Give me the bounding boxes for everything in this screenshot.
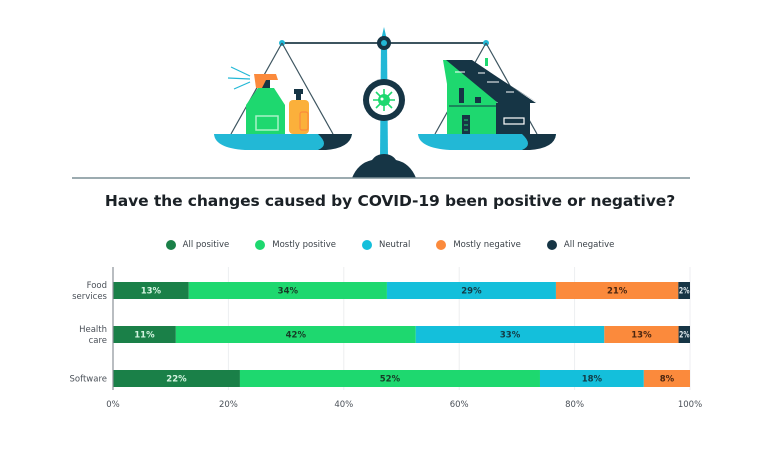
virus-spot xyxy=(380,97,384,101)
legend-swatch xyxy=(546,240,557,250)
legend-swatch xyxy=(361,240,372,250)
bar-segment xyxy=(678,326,690,343)
legend-label: All positive xyxy=(182,240,230,250)
bar-segment xyxy=(175,326,416,343)
legend-swatch xyxy=(255,240,266,250)
data-label: 8% xyxy=(660,375,675,385)
stacked-bar-chart: 0% 20% 40% 60% 80% 100% 13% 34% 29% 21% 2% Foodserv… xyxy=(70,267,702,410)
x-tick-label: 0% xyxy=(106,400,120,410)
legend-label: Mostly negative xyxy=(453,240,521,250)
legend-item: Mostly negative xyxy=(436,240,521,250)
legend-swatch xyxy=(436,240,447,250)
balance-scale-illustration xyxy=(72,27,690,179)
left-string xyxy=(281,42,334,135)
bar-segment xyxy=(113,282,189,299)
x-tick-label: 20% xyxy=(219,400,238,410)
bar-segment xyxy=(239,370,540,387)
data-label: 34% xyxy=(278,287,299,297)
legend-item: All negative xyxy=(546,240,615,250)
spray-bottle-icon xyxy=(227,66,285,134)
category-label: Food xyxy=(87,281,107,291)
house-icon xyxy=(441,58,538,134)
data-label: 42% xyxy=(286,331,307,341)
bar-segment xyxy=(113,326,176,343)
soap-bottle-icon xyxy=(289,89,309,134)
data-label: 13% xyxy=(141,287,162,297)
bar-segment xyxy=(555,282,679,299)
left-pan xyxy=(214,134,352,150)
x-tick-label: 60% xyxy=(450,400,469,410)
legend-swatch xyxy=(165,240,176,250)
legend-label: Neutral xyxy=(378,240,411,250)
bar-segment xyxy=(113,370,240,387)
left-string xyxy=(230,42,283,135)
legend-label: All negative xyxy=(563,240,615,250)
left-pan-shadow xyxy=(318,134,352,150)
right-pan-shadow xyxy=(522,134,556,150)
data-label: 52% xyxy=(380,375,401,385)
legend-item: Neutral xyxy=(361,240,411,250)
x-tick-label: 100% xyxy=(678,400,702,410)
category-label: care xyxy=(89,336,107,346)
bar-segment xyxy=(678,282,690,299)
x-tick-label: 80% xyxy=(565,400,584,410)
chart-title: Have the changes caused by COVID-19 been… xyxy=(104,192,676,210)
data-label: 2% xyxy=(679,287,690,297)
right-pan xyxy=(418,134,556,150)
x-tick-label: 40% xyxy=(334,400,353,410)
category-label: Health xyxy=(79,325,107,335)
category-label: Software xyxy=(70,375,107,385)
data-label: 29% xyxy=(461,287,482,297)
data-label: 33% xyxy=(500,331,521,341)
virus-body xyxy=(378,94,390,106)
chart-legend: All positive Mostly positive Neutral Mostly… xyxy=(0,240,780,250)
category-label: services xyxy=(72,292,107,302)
data-label: 13% xyxy=(631,331,652,341)
scale-base xyxy=(352,154,416,178)
data-label: 18% xyxy=(582,375,603,385)
bar-segment xyxy=(386,282,556,299)
bar-segment xyxy=(539,370,644,387)
legend-item: All positive xyxy=(165,240,230,250)
data-label: 22% xyxy=(166,375,187,385)
bar-segment xyxy=(643,370,690,387)
scale-pivot-center xyxy=(381,40,387,46)
bar-segment xyxy=(415,326,605,343)
bar-segment xyxy=(604,326,679,343)
data-label: 11% xyxy=(134,331,155,341)
legend-item: Mostly positive xyxy=(255,240,336,250)
bar-segment xyxy=(188,282,387,299)
data-label: 21% xyxy=(607,287,628,297)
data-label: 2% xyxy=(679,331,690,341)
legend-label: Mostly positive xyxy=(272,240,336,250)
